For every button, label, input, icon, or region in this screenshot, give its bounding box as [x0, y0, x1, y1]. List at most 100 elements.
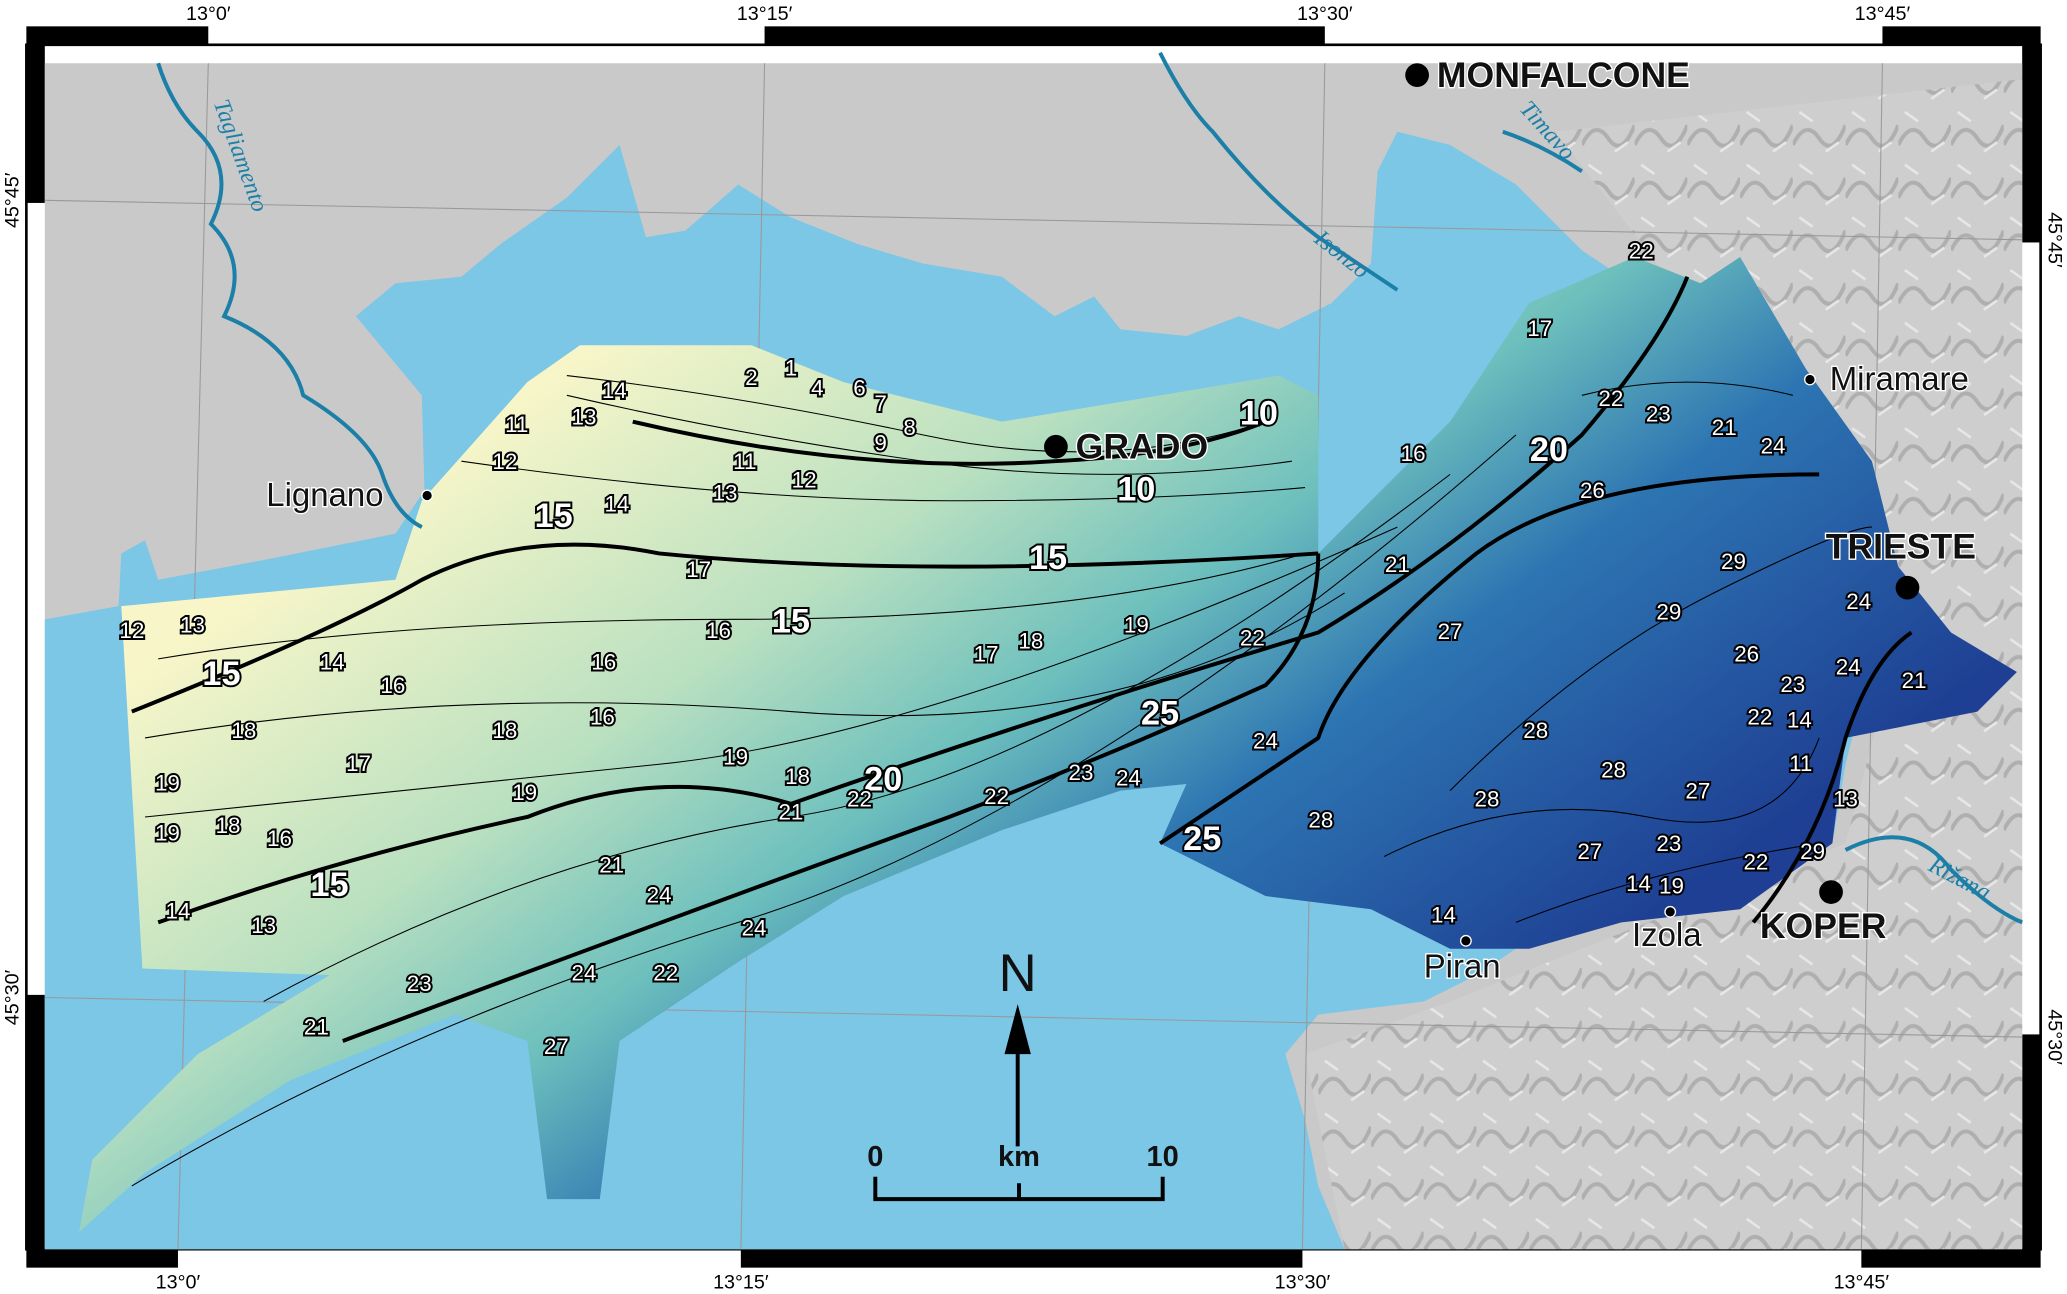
contour-label: 23: [1780, 672, 1805, 697]
contour-label: 23: [1646, 402, 1671, 427]
lon-label-bottom: 13°30′: [1275, 1272, 1331, 1294]
contour-label: 21: [778, 800, 803, 825]
contour-label: 12: [792, 468, 817, 493]
contour-label-major: 15: [202, 655, 240, 693]
city-marker-monfalcone: [1405, 63, 1429, 87]
scale-bar: 0 km 10: [867, 1141, 1179, 1202]
lon-label-top: 13°30′: [1297, 3, 1353, 25]
contour-label: 22: [1747, 705, 1772, 730]
contour-label: 22: [984, 784, 1009, 809]
contour-label: 14: [602, 378, 627, 403]
scale-min: 0: [867, 1141, 883, 1173]
lon-label-top: 13°0′: [186, 3, 231, 25]
north-arrow-icon: [1004, 1004, 1031, 1055]
contour-label: 18: [231, 718, 256, 743]
contour-label: 14: [1626, 871, 1651, 896]
contour-label: 16: [380, 673, 405, 698]
contour-label: 17: [974, 641, 999, 666]
contour-label: 17: [346, 751, 371, 776]
contour-label: 11: [733, 449, 756, 474]
contour-label: 8: [903, 415, 915, 440]
city-marker-grado: [1044, 434, 1068, 459]
contour-label: 24: [742, 916, 767, 941]
contour-label: 29: [1721, 549, 1746, 574]
river-rizana: [1844, 835, 2023, 925]
contour-label: 1: [785, 356, 797, 381]
contour-label: 13: [713, 481, 738, 506]
contour-label: 28: [1523, 718, 1548, 743]
contour-label: 9: [874, 431, 886, 456]
contour-label: 2: [745, 365, 757, 390]
contour-label: 26: [1734, 641, 1759, 666]
lon-label-bottom: 13°15′: [713, 1272, 769, 1294]
contour-label: 23: [407, 971, 432, 996]
contour-label: 16: [590, 705, 615, 730]
contour-label: 7: [874, 391, 886, 416]
contour-label: 21: [1902, 668, 1927, 693]
contour-label: 19: [155, 821, 180, 846]
contour-label: 12: [119, 618, 144, 643]
city-marker-lignano: [421, 489, 434, 502]
karst-relief: [1305, 79, 2023, 1250]
contour-label: 14: [320, 649, 345, 674]
contour-label: 19: [1659, 873, 1684, 898]
contour-label: 21: [1712, 415, 1737, 440]
graticule-labels: 13°0′ 13°15′ 13°30′ 13°45′ 13°0′ 13°15′ …: [1, 3, 2065, 1294]
contour-label-major: 10: [1117, 471, 1155, 509]
lon-label-top: 13°45′: [1855, 3, 1911, 25]
contour-label: 18: [492, 718, 517, 743]
city-marker-izola: [1664, 905, 1677, 918]
city-label-koper: KOPER: [1760, 906, 1887, 946]
contour-label: 29: [1800, 839, 1825, 864]
contour-label: 22: [1743, 850, 1768, 875]
contour-label: 17: [1527, 316, 1552, 341]
contour-label: 24: [1761, 433, 1786, 458]
contour-label: 19: [1124, 613, 1149, 638]
contour-label: 24: [1116, 765, 1141, 790]
contour-label: 24: [1846, 589, 1871, 614]
scale-max: 10: [1147, 1141, 1179, 1173]
contour-label: 16: [1401, 441, 1426, 466]
city-label-izola: Izola: [1632, 916, 1702, 953]
city-label-trieste: TRIESTE: [1826, 527, 1976, 567]
contour-label: 13: [1833, 786, 1858, 811]
contour-label: 16: [706, 618, 731, 643]
lat-label-right: 45°45′: [2044, 212, 2066, 268]
contour-label: 11: [505, 412, 528, 437]
city-marker-piran: [1459, 934, 1472, 947]
contour-label: 24: [1253, 728, 1278, 753]
contour-label-major: 15: [772, 603, 810, 641]
contour-label: 18: [1018, 628, 1043, 653]
city-label-miramare: Miramare: [1830, 360, 1969, 397]
contour-label-major: 20: [1530, 431, 1568, 469]
north-label: N: [999, 944, 1037, 1003]
lon-label-bottom: 13°0′: [156, 1272, 201, 1294]
contour-label: 24: [1836, 655, 1861, 680]
contour-label: 24: [572, 960, 597, 985]
bathymetry-surface: [79, 256, 2017, 1233]
contour-lines: [131, 275, 1913, 1187]
contour-label-major: 15: [535, 497, 573, 535]
contour-label: 22: [653, 960, 678, 985]
contour-label: 22: [847, 786, 872, 811]
contour-label: 22: [1629, 238, 1654, 263]
contour-label: 22: [1240, 626, 1265, 651]
contour-label: 11: [1789, 751, 1812, 776]
contour-label: 14: [604, 491, 629, 516]
contour-label: 6: [853, 375, 865, 400]
contour-label: 23: [1656, 831, 1681, 856]
contour-label: 27: [544, 1034, 569, 1059]
city-marker-trieste: [1895, 575, 1920, 600]
contour-label-major: 25: [1141, 695, 1179, 733]
contour-label: 21: [599, 852, 624, 877]
contour-label: 22: [1598, 386, 1623, 411]
city-label-grado: GRADO: [1076, 427, 1208, 467]
contour-label: 13: [180, 613, 205, 638]
contour-label: 19: [512, 780, 537, 805]
contour-label: 17: [686, 557, 711, 582]
contour-label: 14: [1431, 902, 1456, 927]
river-tagliamento: [156, 62, 423, 529]
contour-label: 19: [723, 744, 748, 769]
